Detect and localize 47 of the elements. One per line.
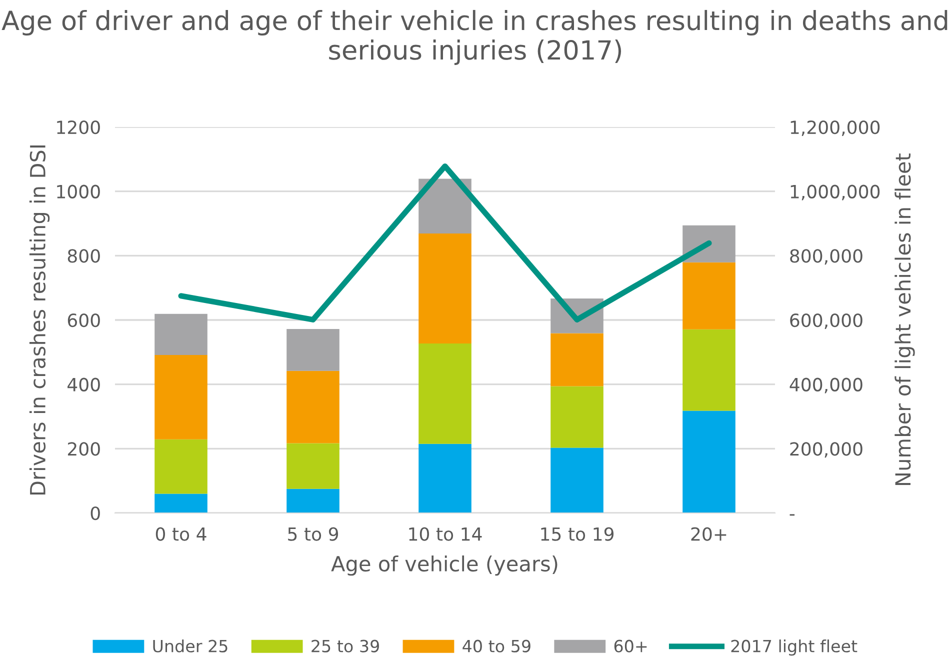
bar [418, 233, 472, 344]
y-axis-title: Drivers in crashes resulting in DSI [29, 145, 50, 495]
bar [286, 488, 340, 513]
x-axis-title: Age of vehicle (years) [331, 555, 558, 576]
x-tick-label: 15 to 19 [541, 527, 614, 541]
y-tick-label: 200 [68, 442, 100, 456]
x-tick-label: 20+ [691, 527, 726, 541]
bar [682, 410, 736, 513]
y2-tick-label: 200,000 [790, 442, 862, 458]
y-tick-label: 800 [68, 249, 100, 263]
y-tick-label: 400 [68, 378, 100, 392]
legend-label: Under 25 [153, 640, 228, 652]
y2-tick-label: - [790, 514, 795, 516]
bar [682, 225, 736, 262]
x-tick-label: 5 to 9 [288, 527, 338, 541]
legend-label: 60+ [614, 640, 647, 652]
bar [682, 262, 736, 330]
bar [418, 444, 472, 513]
x-tick-label: 0 to 4 [156, 527, 206, 541]
bar [418, 178, 472, 234]
y2-tick-label: 800,000 [790, 249, 862, 265]
y2-axis-title: Number of light vehicles in fleet [894, 153, 915, 485]
y-tick-label: 600 [68, 313, 100, 328]
bar [550, 333, 604, 386]
bar [286, 370, 340, 444]
y2-tick-label: 600,000 [790, 313, 862, 329]
x-tick-label: 10 to 14 [409, 527, 482, 541]
bar [550, 448, 604, 513]
y-tick-label: 1000 [57, 184, 100, 198]
y2-tick-label: 1,200,000 [790, 120, 880, 136]
bar [286, 329, 340, 371]
legend-label: 25 to 39 [312, 640, 379, 652]
y-tick-label: 1200 [57, 120, 100, 134]
bar [154, 355, 208, 440]
y2-tick-label: 400,000 [790, 378, 862, 394]
bar [154, 494, 208, 513]
chart-title: Age of driver and age of their vehicle in crashes resulting in deaths and serious injuries (2017) [2, 10, 948, 66]
bar [154, 314, 208, 356]
bar [550, 386, 604, 448]
legend-label: 2017 light fleet [731, 640, 858, 656]
legend-label: 40 to 59 [462, 640, 530, 652]
bar [154, 439, 208, 494]
y-tick-label: 0 [90, 506, 100, 520]
bar [682, 329, 736, 411]
bar [418, 343, 472, 444]
y2-tick-label: 1,000,000 [790, 184, 880, 200]
bar [286, 443, 340, 489]
